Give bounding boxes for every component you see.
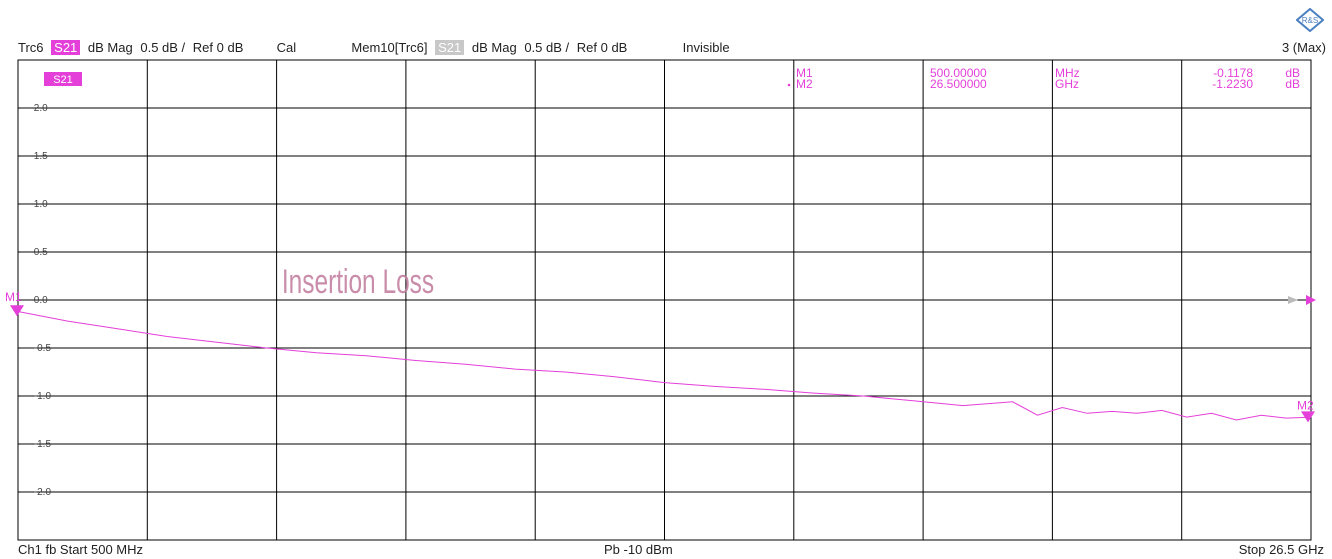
marker-table-cell: 26.500000 bbox=[930, 77, 987, 91]
trace-name[interactable]: Trc6 bbox=[18, 40, 44, 55]
active-marker-dot-icon bbox=[787, 83, 791, 87]
y-tick-label: — -0.5 bbox=[21, 343, 51, 354]
mem-format[interactable]: dB Mag bbox=[471, 40, 517, 55]
max-indicator: 3 (Max) bbox=[1281, 40, 1326, 55]
trace-label-badge bbox=[44, 72, 82, 86]
insertion-loss-annotation: Insertion Loss bbox=[282, 263, 434, 301]
marker-table: M1 500.00000 MHz -0.1178 dB M2 26.500000 GHz -1.… bbox=[787, 66, 1300, 91]
marker-m2-triangle-icon[interactable] bbox=[1301, 411, 1315, 423]
marker-table-cell: dB bbox=[1285, 66, 1300, 80]
mem-state: Invisible bbox=[682, 40, 730, 55]
y-tick-labels: — 2.0 — 1.5 — 1.0 — 0.5 — 0.0 — -0.5 — -1.0 — -… bbox=[21, 103, 51, 498]
marker-m2-label: M2 bbox=[1297, 398, 1314, 412]
cal-status: Cal bbox=[276, 40, 297, 55]
marker-table-cell: MHz bbox=[1055, 66, 1080, 80]
marker-table-cell: M1 bbox=[796, 66, 813, 80]
marker-table-cell: -0.1178 bbox=[1213, 66, 1253, 80]
stop-frequency[interactable]: Stop 26.5 GHz bbox=[1238, 542, 1324, 557]
y-tick-label: — 2.0 bbox=[21, 103, 48, 114]
start-frequency[interactable]: Ch1 fb Start 500 MHz bbox=[18, 542, 143, 557]
marker-table-cell: 500.00000 bbox=[930, 66, 987, 80]
marker-table-cell: GHz bbox=[1055, 77, 1079, 91]
marker-points: M1 M2 bbox=[5, 290, 1315, 423]
svg-text:R&S: R&S bbox=[1302, 16, 1318, 25]
y-tick-label: — 0.0 bbox=[21, 295, 48, 306]
mem-trace-name[interactable]: Mem10[Trc6] bbox=[351, 40, 428, 55]
y-tick-label: — 0.5 bbox=[21, 247, 48, 258]
marker-table-cell: M2 bbox=[796, 77, 813, 91]
marker-table-cell: -1.2230 bbox=[1212, 77, 1253, 91]
trace-label: S21 bbox=[53, 74, 73, 86]
mem-ref[interactable]: Ref 0 dB bbox=[576, 40, 628, 55]
trace-header: Trc6 S21 dB Mag 0.5 dB / Ref 0 dB Cal Me… bbox=[18, 40, 734, 55]
y-tick-label: — 1.0 bbox=[21, 199, 48, 210]
y-tick-label: — 1.5 bbox=[21, 151, 48, 162]
s21-trace-line bbox=[17, 311, 1312, 421]
marker-table-cell: dB bbox=[1285, 77, 1300, 91]
rohde-schwarz-logo-icon: R&S bbox=[1296, 8, 1324, 32]
mem-scale[interactable]: 0.5 dB / bbox=[524, 40, 570, 55]
marker-m1-label: M1 bbox=[5, 290, 22, 304]
mem-ref-level-arrow-icon bbox=[1288, 296, 1298, 304]
trace-scale[interactable]: 0.5 dB / bbox=[140, 40, 186, 55]
power-level[interactable]: Pb -10 dBm bbox=[604, 542, 673, 557]
marker-m1-triangle-icon[interactable] bbox=[10, 305, 24, 317]
mem-param-badge[interactable]: S21 bbox=[435, 40, 465, 55]
y-tick-label: — -1.0 bbox=[21, 391, 51, 402]
ref-level-arrow-icon bbox=[1306, 295, 1316, 305]
trace-ref[interactable]: Ref 0 dB bbox=[192, 40, 244, 55]
trace-param-badge[interactable]: S21 bbox=[51, 40, 81, 55]
y-tick-label: — -1.5 bbox=[21, 439, 51, 450]
trace-format[interactable]: dB Mag bbox=[87, 40, 133, 55]
y-tick-label: — -2.0 bbox=[21, 487, 51, 498]
grid bbox=[17, 59, 1312, 541]
